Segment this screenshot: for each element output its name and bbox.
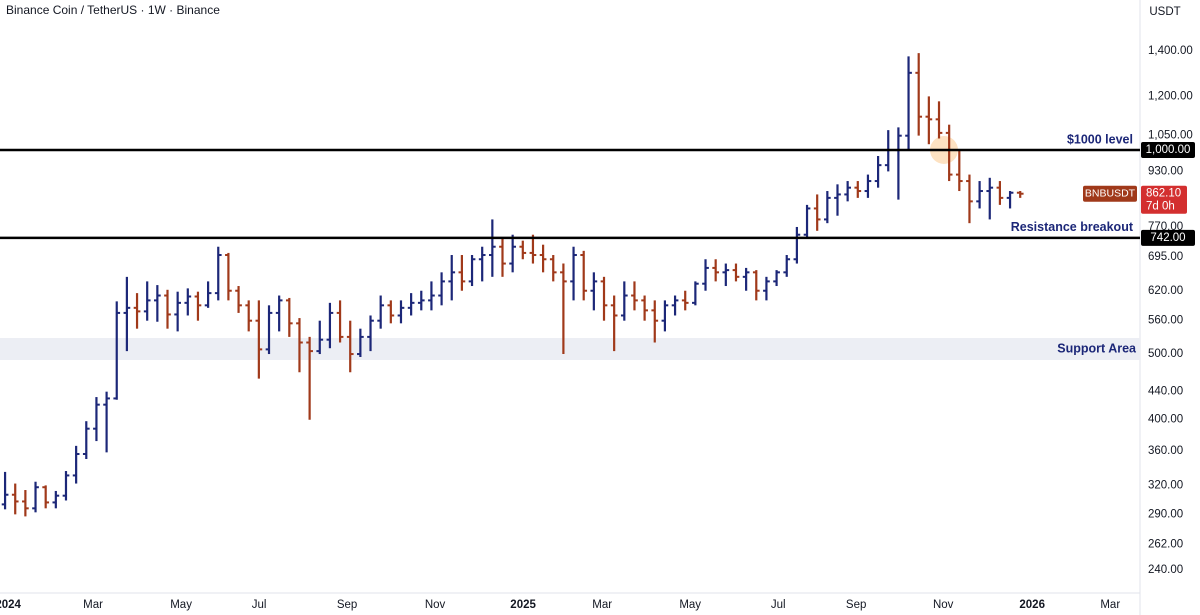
y-tick-label: 262.00	[1148, 538, 1183, 550]
price-badge-label: 862.10	[1146, 188, 1181, 200]
y-tick-label: 290.00	[1148, 508, 1183, 520]
x-tick-label: Sep	[846, 599, 866, 611]
x-tick-label: Mar	[83, 599, 103, 611]
x-tick-label: 2025	[510, 599, 536, 611]
y-tick-label: 1,050.00	[1148, 130, 1193, 142]
x-tick-label: 2024	[0, 599, 22, 611]
y-tick-label: 1,200.00	[1148, 90, 1193, 102]
y-tick-label: 360.00	[1148, 445, 1183, 457]
x-tick-label: May	[679, 599, 701, 611]
symbol-badge	[1083, 185, 1137, 202]
y-tick-label: 440.00	[1148, 386, 1183, 398]
x-tick-label: Mar	[1100, 599, 1120, 611]
level-badge	[1141, 229, 1195, 246]
y-tick-label: 400.00	[1148, 414, 1183, 426]
y-tick-label: 1,400.00	[1148, 45, 1193, 57]
x-tick-label: 2026	[1019, 599, 1045, 611]
level-annotation: $1000 level	[1067, 132, 1133, 146]
chart-title: Binance Coin / TetherUS · 1W · Binance	[6, 3, 220, 17]
x-tick-label: May	[170, 599, 192, 611]
y-tick-label: 930.00	[1148, 165, 1183, 177]
level-badge-label: 742.00	[1150, 232, 1185, 244]
price-badge	[1141, 185, 1187, 214]
x-tick-label: Sep	[337, 599, 357, 611]
y-tick-label: 320.00	[1148, 479, 1183, 491]
y-tick-label: 620.00	[1148, 285, 1183, 297]
currency-label: USDT	[1149, 6, 1180, 18]
x-tick-label: Jul	[771, 599, 786, 611]
zone-label: Support Area	[1057, 341, 1137, 355]
x-tick-label: Mar	[592, 599, 612, 611]
y-tick-label: 240.00	[1148, 564, 1183, 576]
x-tick-label: Nov	[933, 599, 954, 611]
level-annotation: Resistance breakout	[1011, 220, 1134, 234]
level-badge	[1141, 142, 1195, 159]
y-tick-label: 695.00	[1148, 251, 1183, 263]
countdown-label: 7d 0h	[1146, 201, 1175, 213]
x-tick-label: Jul	[252, 599, 267, 611]
support-zone	[0, 338, 1140, 360]
y-tick-label: 500.00	[1148, 348, 1183, 360]
symbol-label: BNBUSDT	[1085, 187, 1136, 199]
x-tick-label: Nov	[425, 599, 446, 611]
level-badge-label: 1,000.00	[1146, 144, 1191, 156]
y-tick-label: 560.00	[1148, 315, 1183, 327]
